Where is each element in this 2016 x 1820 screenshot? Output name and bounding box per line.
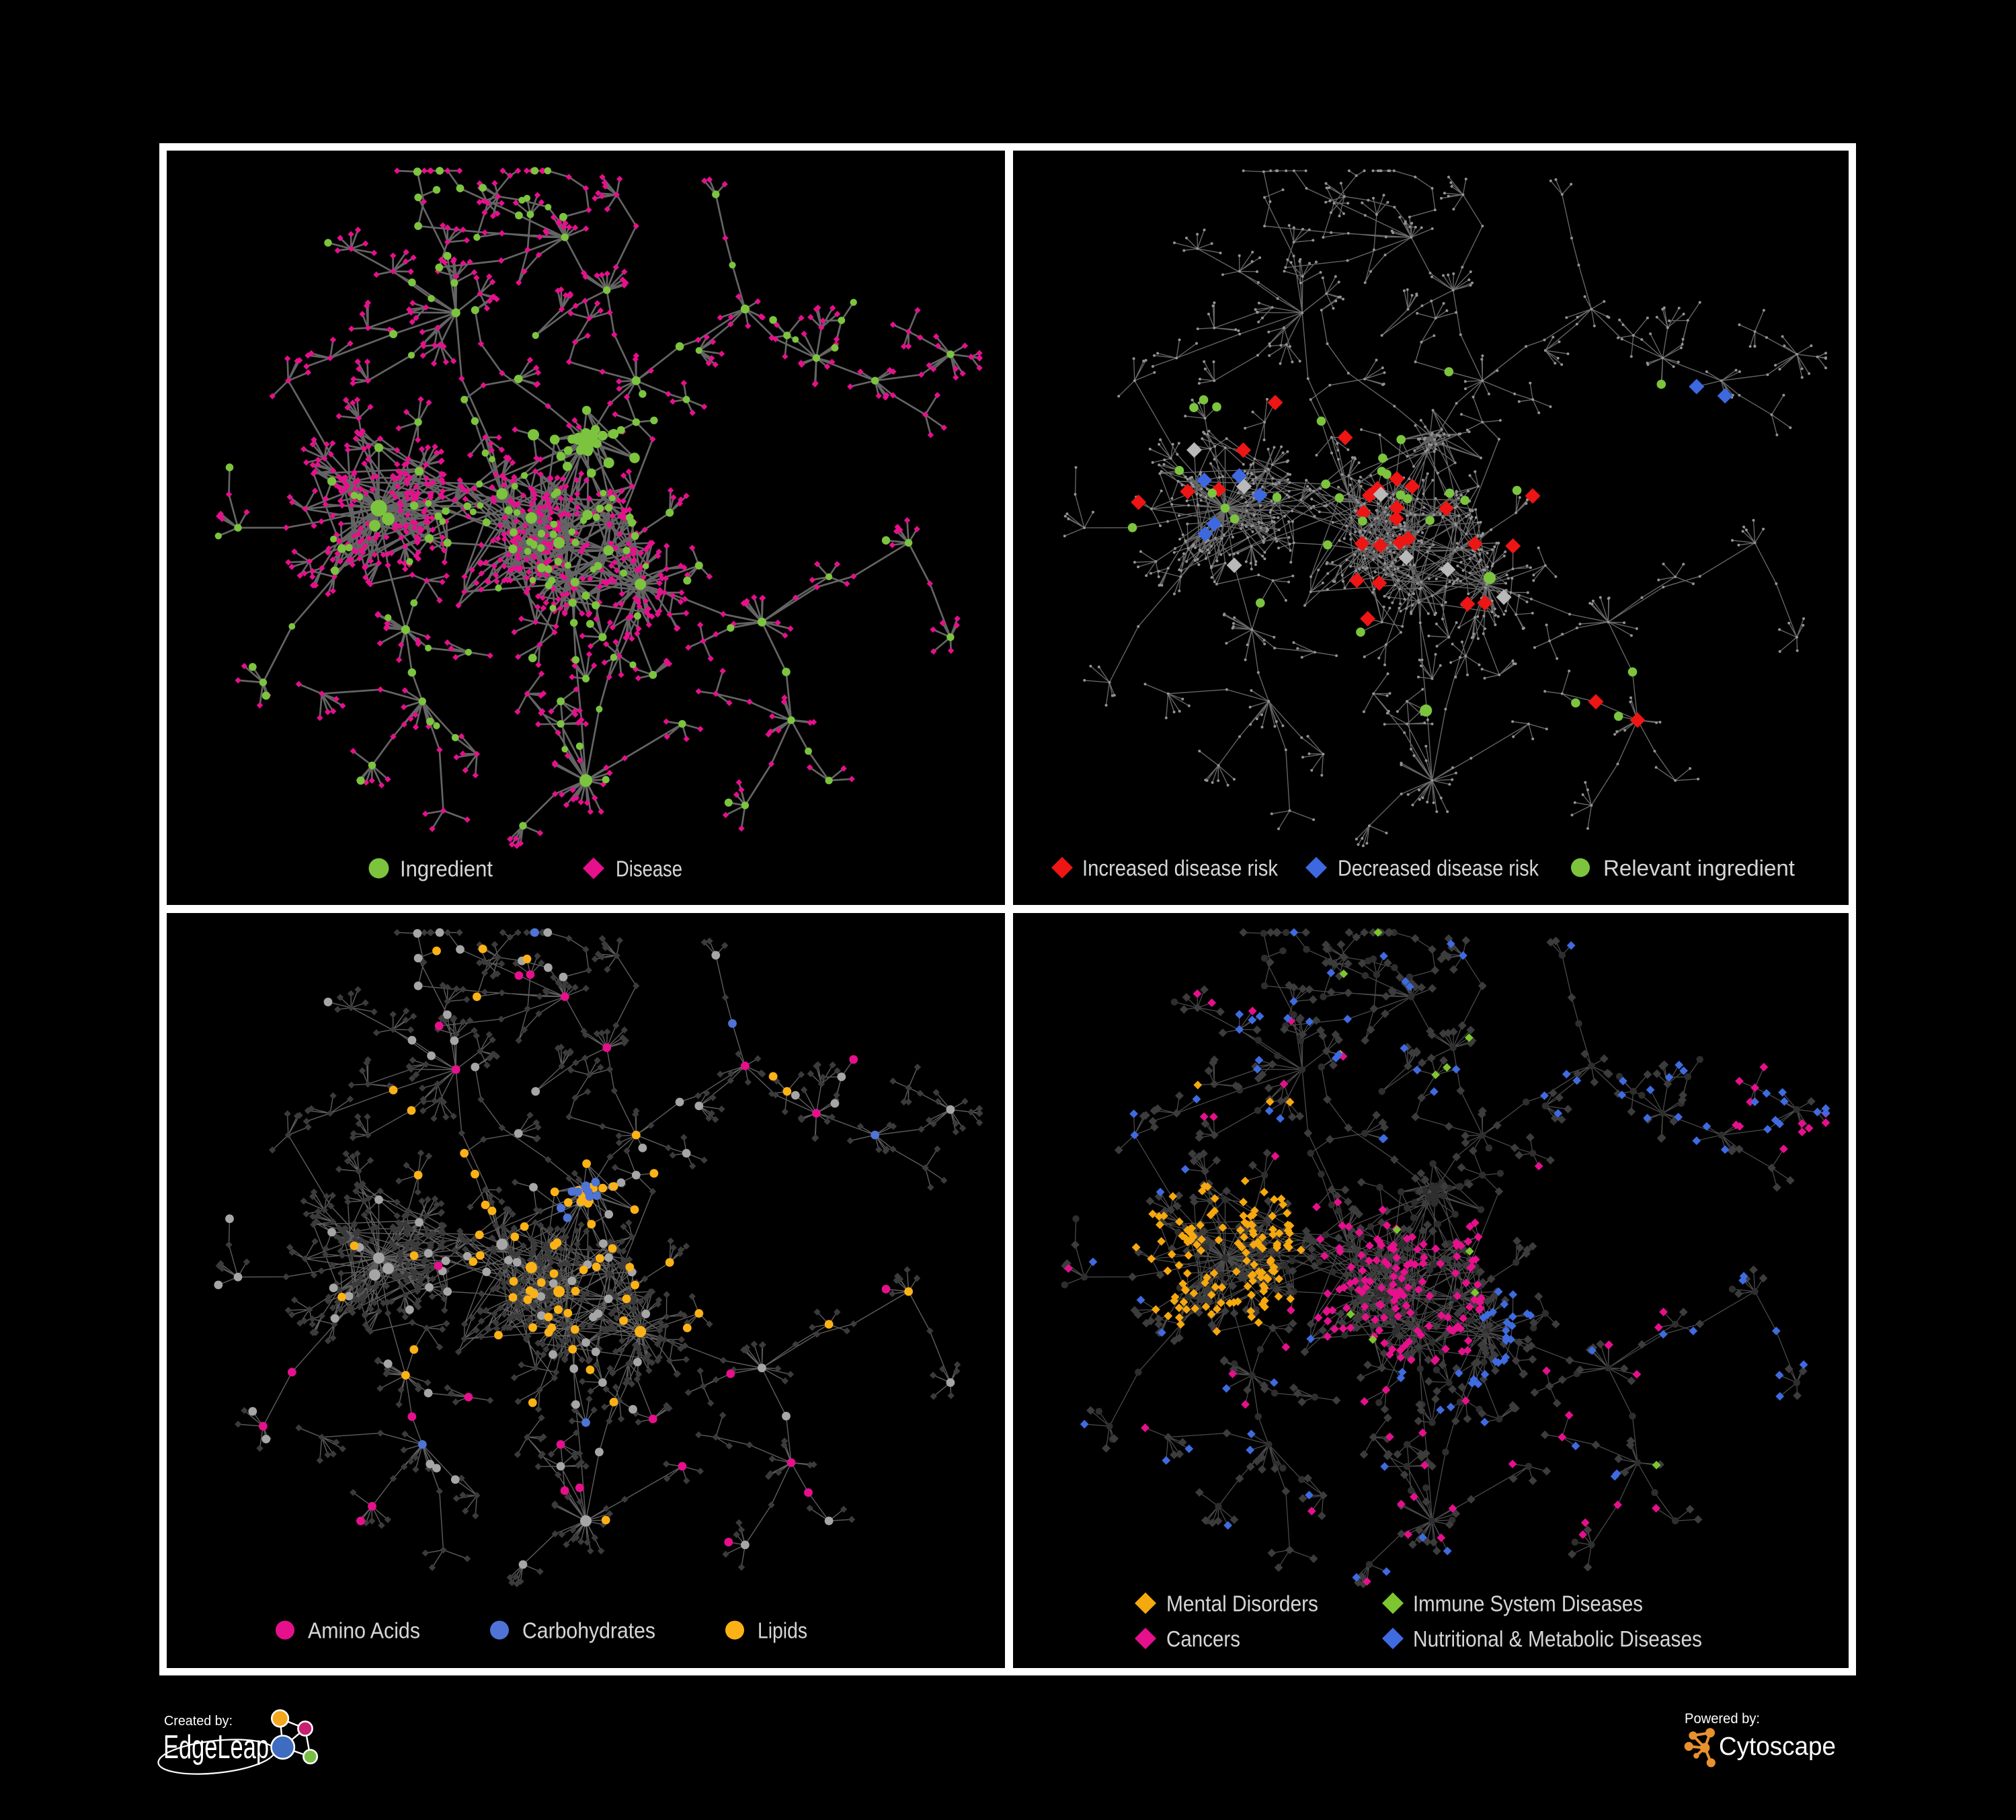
svg-text:Nutritional & Metabolic Diseas: Nutritional & Metabolic Diseases [1413, 1626, 1702, 1651]
svg-text:EdgeLeap: EdgeLeap [163, 1729, 269, 1766]
svg-text:Amino Acids: Amino Acids [308, 1618, 420, 1643]
svg-text:Lipids: Lipids [758, 1618, 807, 1643]
svg-text:Increased disease risk: Increased disease risk [1082, 856, 1278, 881]
svg-text:Decreased disease risk: Decreased disease risk [1338, 856, 1539, 881]
svg-text:Cancers: Cancers [1166, 1626, 1240, 1651]
svg-text:Immune System Diseases: Immune System Diseases [1413, 1591, 1643, 1616]
svg-text:Disease: Disease [616, 857, 682, 881]
svg-text:Carbohydrates: Carbohydrates [522, 1618, 655, 1643]
svg-text:Relevant ingredient: Relevant ingredient [1603, 856, 1795, 881]
svg-text:Ingredient: Ingredient [400, 857, 493, 881]
svg-text:Powered by:: Powered by: [1685, 1711, 1760, 1727]
svg-text:Mental Disorders: Mental Disorders [1166, 1591, 1318, 1616]
svg-text:Cytoscape: Cytoscape [1719, 1733, 1836, 1761]
svg-text:Created by:: Created by: [164, 1714, 233, 1729]
